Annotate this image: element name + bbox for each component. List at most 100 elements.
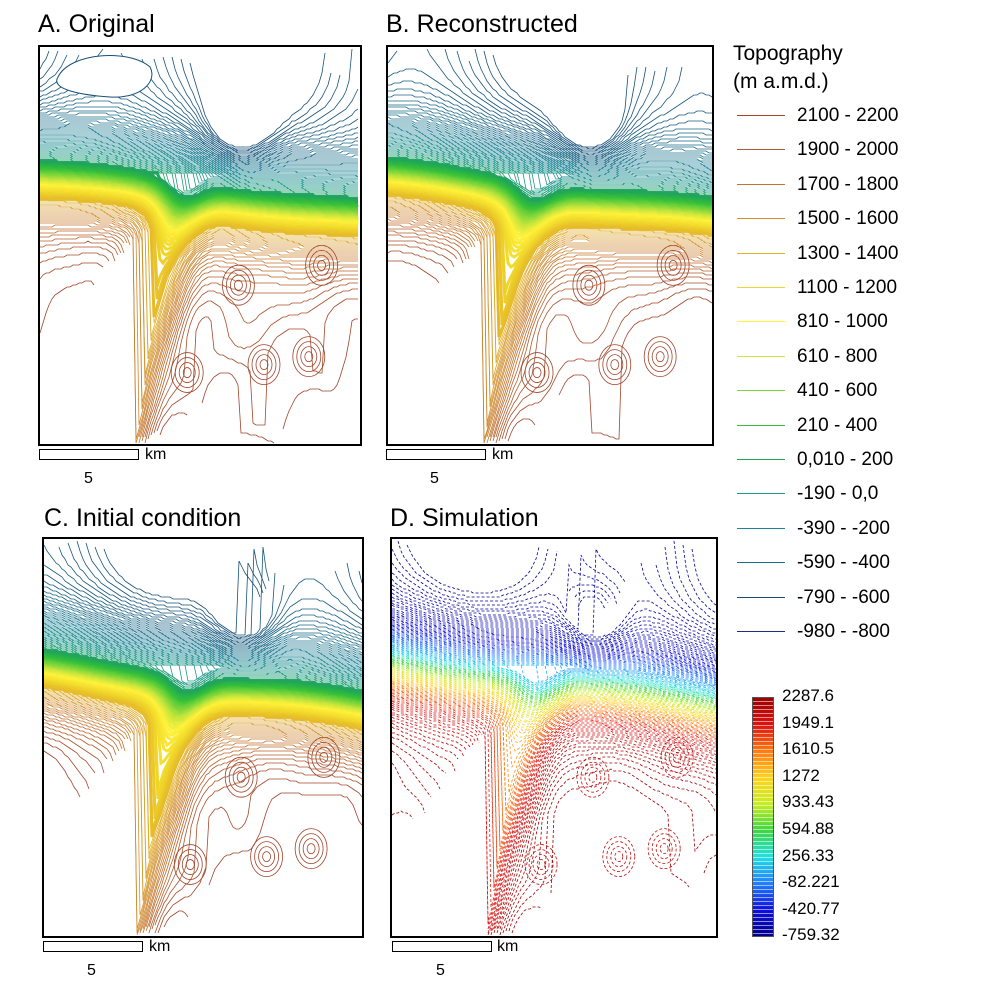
- contour-line: [392, 692, 716, 866]
- contour-line: [40, 106, 358, 162]
- colorbar-stripe: [753, 889, 773, 890]
- colorbar-stripe: [753, 745, 773, 746]
- contour-line: [67, 542, 362, 640]
- legend-item-label: 2100 - 2200: [797, 105, 899, 126]
- colorbar-tick-label: -82.221: [782, 872, 840, 892]
- colorbar-stripe: [753, 773, 773, 774]
- contour-line: [406, 544, 716, 610]
- legend-item: 210 - 400: [737, 415, 987, 437]
- contour-line: [392, 540, 716, 620]
- colorbar-stripe: [753, 761, 773, 762]
- panel-c-title: C. Initial condition: [44, 504, 242, 532]
- contour-line: [392, 708, 716, 936]
- panel-a-map: [38, 45, 362, 446]
- contour-ring: [174, 357, 200, 388]
- contour-ring: [655, 351, 665, 363]
- contour-ring: [524, 844, 558, 885]
- contour-line: [103, 548, 261, 634]
- contour-line: [392, 548, 716, 636]
- contour-line: [392, 722, 716, 930]
- contour-line: [388, 191, 712, 320]
- colorbar-stripe: [753, 833, 773, 834]
- contour-line: [388, 110, 712, 164]
- contour-ring: [311, 741, 337, 773]
- legend-line-swatch: [737, 218, 785, 220]
- contour-ring: [228, 761, 254, 793]
- contour-line: [44, 638, 362, 682]
- contour-line: [392, 634, 716, 678]
- contour-line: [392, 750, 716, 932]
- colorbar-tick-label: 933.43: [782, 792, 834, 812]
- panel-b-scale-unit: km: [492, 446, 514, 463]
- colorbar-stripe: [753, 929, 773, 930]
- colorbar-stripe: [753, 789, 773, 790]
- colorbar-tick-label: 1272: [782, 765, 820, 785]
- contour-line: [392, 664, 716, 708]
- contour-ring: [572, 264, 606, 306]
- legend-item: -590 - -400: [737, 552, 987, 574]
- legend-item-label: -390 - -200: [797, 517, 890, 539]
- contour-line: [392, 780, 716, 934]
- contour-line: [40, 94, 359, 160]
- contour-ring: [528, 362, 546, 383]
- legend-item: 410 - 600: [737, 380, 987, 402]
- contour-line: [392, 648, 716, 692]
- contour-line: [40, 210, 358, 386]
- contour-line: [44, 630, 362, 674]
- legend-item: 810 - 1000: [737, 311, 987, 333]
- contour-line: [40, 202, 358, 342]
- contour-ring: [584, 766, 602, 788]
- contour-line: [392, 632, 716, 676]
- contour-line: [388, 210, 712, 440]
- contour-line: [58, 546, 362, 642]
- contour-line: [392, 660, 716, 704]
- colorbar-stripe: [753, 917, 773, 918]
- contour-line: [40, 112, 358, 164]
- contour-line: [392, 584, 716, 638]
- contour-line: [44, 708, 362, 930]
- legend-item-label: 1300 - 1400: [797, 242, 899, 264]
- contour-line: [392, 732, 716, 930]
- panel-a-contour-map: [40, 48, 359, 444]
- contour-line: [388, 214, 712, 438]
- contour-line: [40, 206, 359, 376]
- legend-item: -390 - -200: [737, 518, 987, 540]
- contour-line: [388, 202, 712, 386]
- contour-line: [392, 698, 716, 892]
- contour-line: [388, 187, 712, 270]
- contour-line: [388, 198, 712, 360]
- colorbar-tick-label: 594.88: [782, 819, 834, 838]
- contour-line: [44, 608, 362, 656]
- contour-ring: [304, 351, 314, 363]
- contour-line: [40, 122, 358, 166]
- contour-ring: [598, 344, 632, 386]
- contour-line: [388, 132, 712, 172]
- legend-line-swatch: [737, 596, 785, 598]
- contour-line: [392, 736, 716, 936]
- contour-ring: [647, 341, 673, 373]
- legend-item: 1500 - 1600: [737, 208, 987, 230]
- data-gap-area: [56, 55, 153, 98]
- legend-item: 1300 - 1400: [737, 243, 987, 265]
- contour-line: [388, 216, 712, 444]
- legend-item: 1100 - 1200: [737, 277, 987, 299]
- contour-line: [40, 100, 358, 160]
- contour-ring: [258, 846, 276, 868]
- contour-line: [392, 612, 716, 658]
- contour-line: [392, 554, 716, 630]
- colorbar-stripe: [753, 845, 773, 846]
- contour-line: [388, 80, 712, 158]
- contour-ring: [576, 269, 602, 301]
- colorbar-stripe: [753, 933, 773, 934]
- colorbar-stripe: [753, 737, 773, 738]
- legend-line-swatch: [737, 252, 785, 254]
- contour-line: [40, 220, 358, 444]
- contour-lines: [44, 540, 362, 936]
- contour-ring: [294, 828, 328, 870]
- contour-line: [76, 540, 362, 640]
- legend-line-swatch: [737, 459, 785, 460]
- contour-line: [483, 50, 638, 150]
- contour-line: [44, 544, 362, 644]
- contour-line: [392, 674, 716, 722]
- contour-line: [392, 678, 716, 734]
